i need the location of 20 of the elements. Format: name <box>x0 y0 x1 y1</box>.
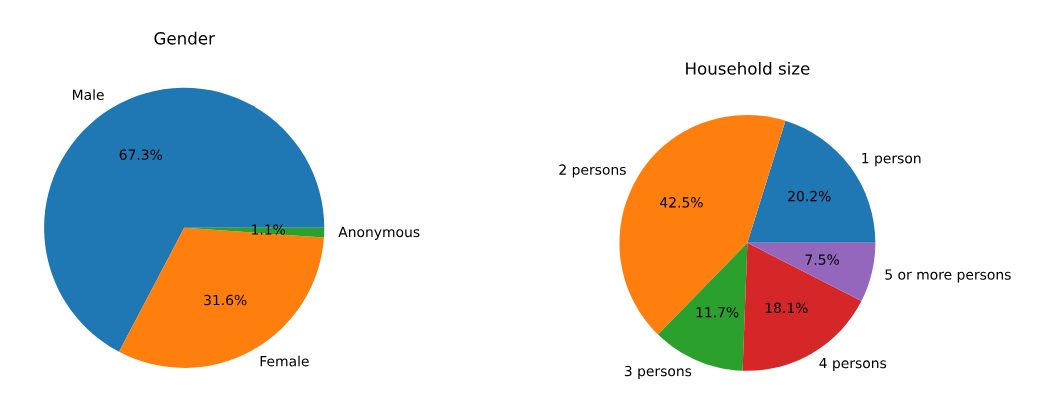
slice-label: Anonymous <box>338 226 420 240</box>
data-label: 11.7% <box>696 306 739 318</box>
slice-label: 3 persons <box>624 365 692 379</box>
slice-label: 4 persons <box>819 357 887 371</box>
slice-label: 2 persons <box>559 164 626 178</box>
data-label: 20.2% <box>788 190 831 202</box>
data-label: 42.5% <box>660 197 703 208</box>
pie-slice <box>44 87 325 352</box>
chart-title: Household size <box>686 61 810 75</box>
pie-slice <box>747 120 876 243</box>
data-label: 7.5% <box>805 254 839 265</box>
slice-label: 5 or more persons <box>885 269 1011 283</box>
data-label: 18.1% <box>765 302 808 314</box>
slice-label: Female <box>260 355 309 367</box>
slice-label: Male <box>72 89 104 100</box>
pie-slice <box>747 242 876 301</box>
data-label: 31.6% <box>204 294 247 306</box>
chart-title: Gender <box>154 31 215 45</box>
slice-label: 1 person <box>862 153 921 167</box>
data-label: 67.3% <box>119 149 163 160</box>
